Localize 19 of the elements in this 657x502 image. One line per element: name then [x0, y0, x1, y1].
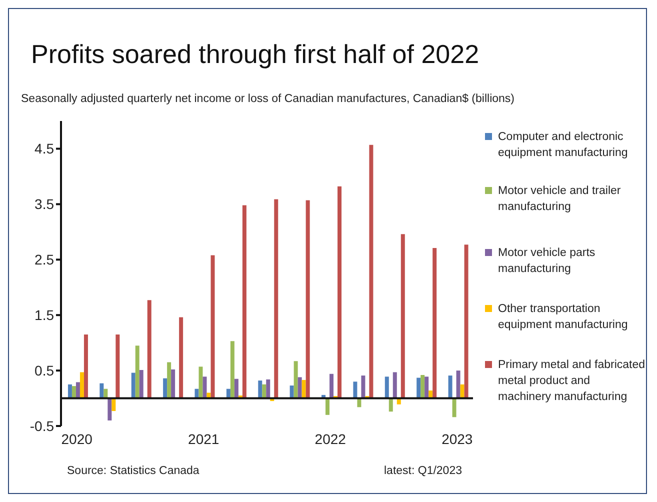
legend-label: Motor vehicle parts manufacturing: [498, 246, 596, 277]
y-tick-label: 3.5: [34, 196, 54, 212]
legend-label: Computer and electronic equipment manufacturing: [498, 130, 629, 161]
y-tick-label: 1.5: [34, 307, 54, 324]
text: latest: Q1/2023: [384, 465, 462, 477]
y-tick-label: 0.5: [34, 362, 54, 379]
y-tick-label: 2.5: [34, 252, 54, 268]
legend-label: Primary metal and fabricated metal product and machinery manufacturing: [498, 358, 646, 405]
y-tick-label: -0.5: [30, 418, 54, 434]
x-tick-label: 2023: [442, 430, 473, 447]
chart-title: Profits soared through first half of 2022: [31, 39, 480, 70]
legend-label: Motor vehicle and trailer manufacturing: [498, 184, 622, 215]
chart-subtitle: Seasonally adjusted quarterly net income or loss of Canadian manufactures, Canadian$ (billions): [21, 93, 515, 105]
legend-label: Other transportation equipment manufacturing: [498, 302, 629, 333]
x-tick-label: 2022: [314, 430, 346, 447]
x-tick-label: 2020: [61, 430, 93, 447]
y-tick-label: 4.5: [34, 140, 54, 157]
source-note: Source: Statistics Canada: [67, 465, 200, 477]
x-tick-label: 2021: [188, 430, 220, 447]
